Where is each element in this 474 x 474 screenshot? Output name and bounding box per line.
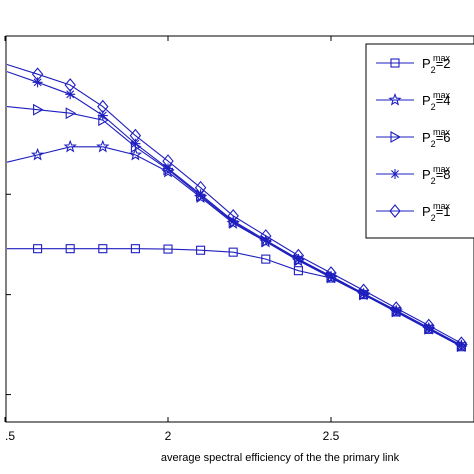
- legend-superscript: max: [433, 53, 451, 63]
- data-point-marker: [130, 138, 141, 149]
- legend-marker: [390, 169, 400, 179]
- legend-superscript: max: [433, 127, 451, 137]
- data-point-marker: [194, 180, 207, 195]
- legend-label: P2=4: [422, 93, 451, 112]
- x-axis-ticks: .5 2 2.5: [4, 36, 340, 443]
- data-point-marker: [357, 283, 370, 298]
- x-tick-label: 2.5: [323, 429, 340, 443]
- data-point-marker: [196, 245, 206, 255]
- data-point-marker: [325, 266, 337, 280]
- legend-marker: [390, 131, 402, 143]
- legend-box: [365, 43, 474, 239]
- data-point-marker: [32, 77, 43, 88]
- data-point-marker: [455, 336, 468, 351]
- legend-superscript: max: [433, 201, 451, 211]
- legend-label: P2=2: [422, 56, 451, 75]
- data-point-marker: [260, 229, 272, 243]
- x-tick-label: 2: [165, 429, 172, 443]
- data-point-marker: [163, 163, 173, 174]
- data-point-marker: [130, 244, 140, 254]
- legend-superscript: max: [433, 164, 451, 174]
- data-point-marker: [391, 305, 402, 316]
- data-point-marker: [129, 128, 142, 143]
- data-point-marker: [162, 154, 174, 168]
- data-point-marker: [65, 244, 75, 254]
- data-point-marker: [260, 235, 271, 246]
- series-line: [6, 63, 462, 344]
- legend-label: P2=6: [422, 130, 451, 149]
- data-point-marker: [64, 78, 76, 92]
- legend-marker: [390, 58, 400, 68]
- data-point-marker: [292, 248, 305, 263]
- data-point-marker: [98, 244, 108, 254]
- data-point-marker: [293, 254, 304, 265]
- legend-label: P2=8: [422, 167, 451, 186]
- x-tick-label: .5: [5, 429, 15, 443]
- data-point-marker: [97, 110, 108, 121]
- data-point-marker: [261, 254, 271, 264]
- data-point-marker: [97, 99, 109, 114]
- data-point-marker: [30, 147, 45, 161]
- legend-superscript: max: [433, 90, 451, 100]
- series-4: [6, 71, 467, 351]
- legend-label: P2=1: [422, 204, 451, 223]
- series-5: [6, 63, 468, 351]
- data-point-marker: [228, 215, 239, 226]
- data-point-marker: [63, 139, 77, 153]
- data-point-marker: [326, 271, 336, 282]
- data-point-marker: [96, 139, 110, 153]
- data-point-marker: [65, 107, 77, 120]
- data-point-marker: [293, 266, 303, 276]
- data-point-marker: [33, 103, 44, 116]
- data-point-marker: [163, 244, 173, 254]
- legend-marker: [389, 204, 401, 218]
- data-point-marker: [390, 301, 402, 315]
- data-point-marker: [227, 209, 239, 223]
- legend-marker: [388, 92, 402, 106]
- data-point-marker: [128, 147, 143, 161]
- data-point-marker: [358, 288, 369, 299]
- data-point-marker: [423, 318, 435, 333]
- data-point-marker: [65, 89, 76, 100]
- series-lines: [6, 63, 469, 353]
- data-point-marker: [228, 247, 238, 257]
- data-point-marker: [456, 340, 467, 351]
- data-point-marker: [31, 67, 44, 82]
- x-axis-label: average spectral efficiency of the the p…: [161, 452, 400, 464]
- data-point-marker: [423, 322, 434, 333]
- data-point-marker: [33, 244, 43, 254]
